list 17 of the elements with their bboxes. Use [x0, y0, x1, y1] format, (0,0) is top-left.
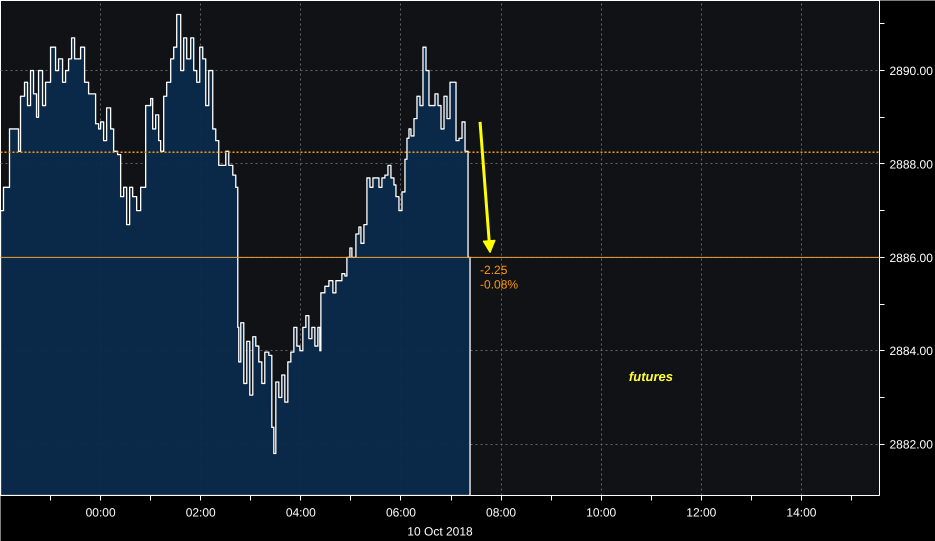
x-axis-title: 10 Oct 2018: [407, 524, 474, 538]
annotation: -0.08%: [480, 277, 518, 292]
x-tick-label: 08:00: [486, 506, 516, 520]
annotation: -2.25: [480, 262, 508, 277]
x-tick-label: 00:00: [86, 506, 116, 520]
x-tick-label: 12:00: [686, 506, 717, 520]
x-tick-label: 02:00: [186, 506, 216, 520]
x-tick-label: 14:00: [786, 506, 817, 520]
y-tick-label: 2890.00: [890, 64, 934, 78]
annotation: futures: [628, 369, 673, 384]
y-tick-label: 2882.00: [890, 438, 934, 452]
y-tick-label: 2884.00: [890, 344, 934, 358]
x-tick-label: 10:00: [586, 506, 617, 520]
x-tick-label: 04:00: [286, 506, 316, 520]
y-tick-label: 2886.00: [890, 250, 934, 265]
y-tick-label: 2888.00: [890, 157, 934, 172]
x-tick-label: 06:00: [386, 506, 416, 520]
